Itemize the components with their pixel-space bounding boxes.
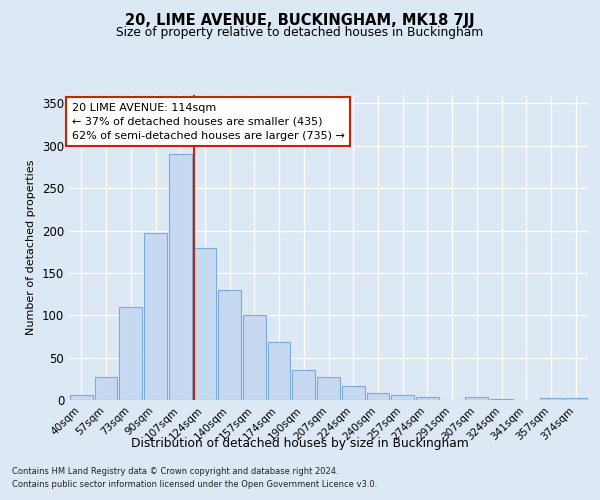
Bar (416, 396, 439, 400)
Bar (539, 398, 562, 400)
Bar (70, 395, 93, 400)
Bar (95, 377, 118, 400)
Bar (144, 233, 167, 400)
Bar (119, 307, 142, 400)
Text: Distribution of detached houses by size in Buckingham: Distribution of detached houses by size … (131, 438, 469, 450)
Bar (490, 399, 513, 400)
Bar (243, 316, 266, 400)
Text: 20, LIME AVENUE, BUCKINGHAM, MK18 7JJ: 20, LIME AVENUE, BUCKINGHAM, MK18 7JJ (125, 12, 475, 28)
Bar (218, 290, 241, 400)
Bar (292, 370, 315, 400)
Bar (391, 395, 414, 400)
Bar (564, 398, 587, 400)
Bar (194, 248, 216, 400)
Text: Contains HM Land Registry data © Crown copyright and database right 2024.: Contains HM Land Registry data © Crown c… (12, 468, 338, 476)
Bar (268, 342, 290, 400)
Text: Contains public sector information licensed under the Open Government Licence v3: Contains public sector information licen… (12, 480, 377, 489)
Bar (169, 154, 191, 400)
Bar (466, 398, 488, 400)
Bar (342, 386, 365, 400)
Bar (367, 393, 389, 400)
Text: Size of property relative to detached houses in Buckingham: Size of property relative to detached ho… (116, 26, 484, 39)
Text: 20 LIME AVENUE: 114sqm
← 37% of detached houses are smaller (435)
62% of semi-de: 20 LIME AVENUE: 114sqm ← 37% of detached… (71, 102, 344, 141)
Bar (317, 377, 340, 400)
Y-axis label: Number of detached properties: Number of detached properties (26, 160, 37, 335)
